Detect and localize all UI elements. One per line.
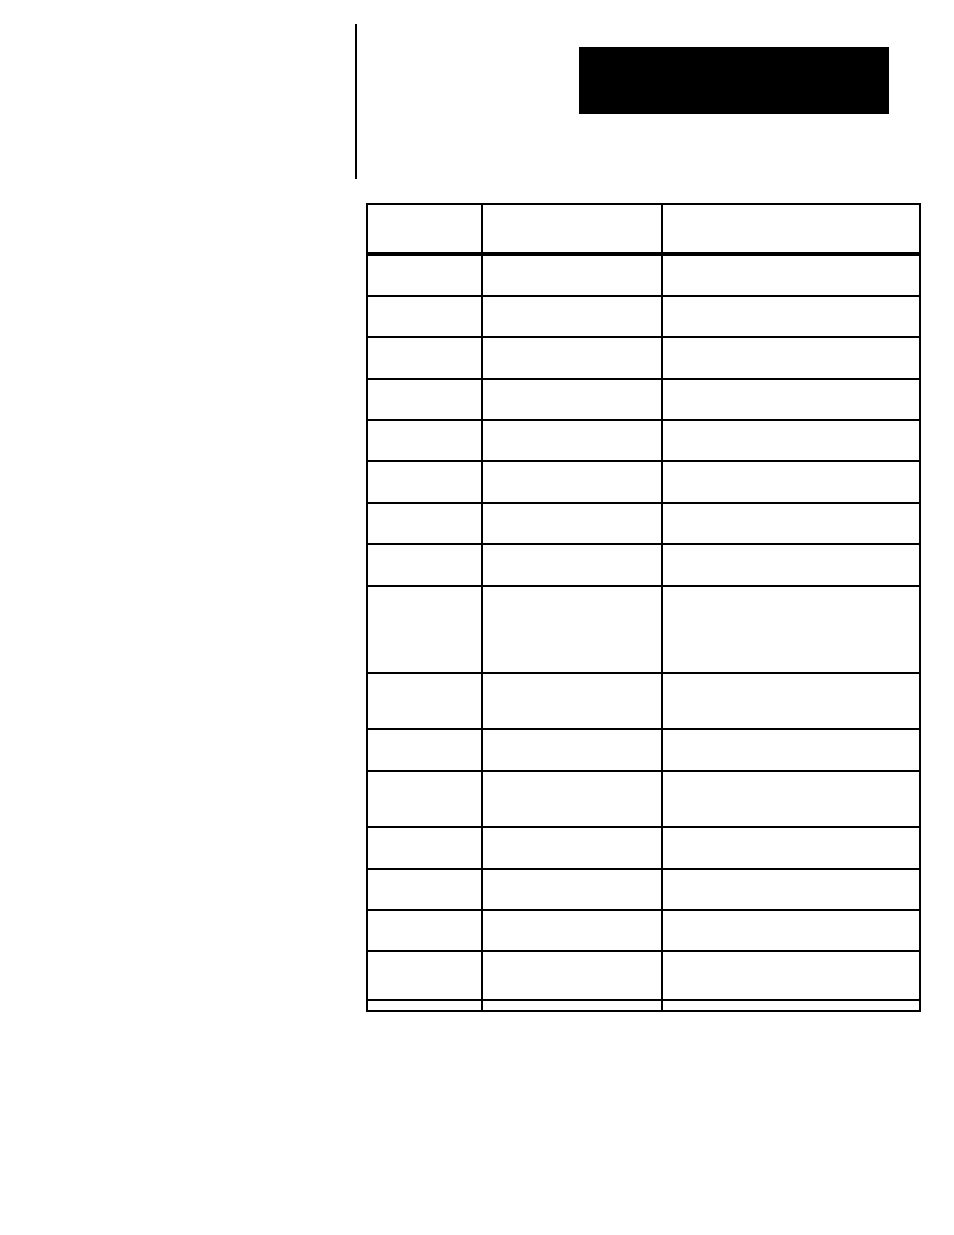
row-sep bbox=[368, 543, 919, 545]
row-sep bbox=[368, 770, 919, 772]
row-sep bbox=[368, 502, 919, 504]
row-sep bbox=[368, 672, 919, 674]
row-sep bbox=[368, 419, 919, 421]
row-sep bbox=[368, 868, 919, 870]
row-sep bbox=[368, 909, 919, 911]
row-sep bbox=[368, 999, 919, 1001]
row-sep bbox=[368, 950, 919, 952]
header-separator bbox=[368, 252, 919, 256]
title-box bbox=[579, 47, 889, 114]
row-sep bbox=[368, 460, 919, 462]
row-sep bbox=[368, 728, 919, 730]
col-divider-1 bbox=[481, 205, 483, 1010]
header-vertical-rule bbox=[355, 24, 357, 179]
row-sep bbox=[368, 585, 919, 587]
row-sep bbox=[368, 826, 919, 828]
data-table bbox=[366, 203, 921, 1012]
row-sep bbox=[368, 378, 919, 380]
row-sep bbox=[368, 295, 919, 297]
col-divider-2 bbox=[661, 205, 663, 1010]
row-sep bbox=[368, 336, 919, 338]
